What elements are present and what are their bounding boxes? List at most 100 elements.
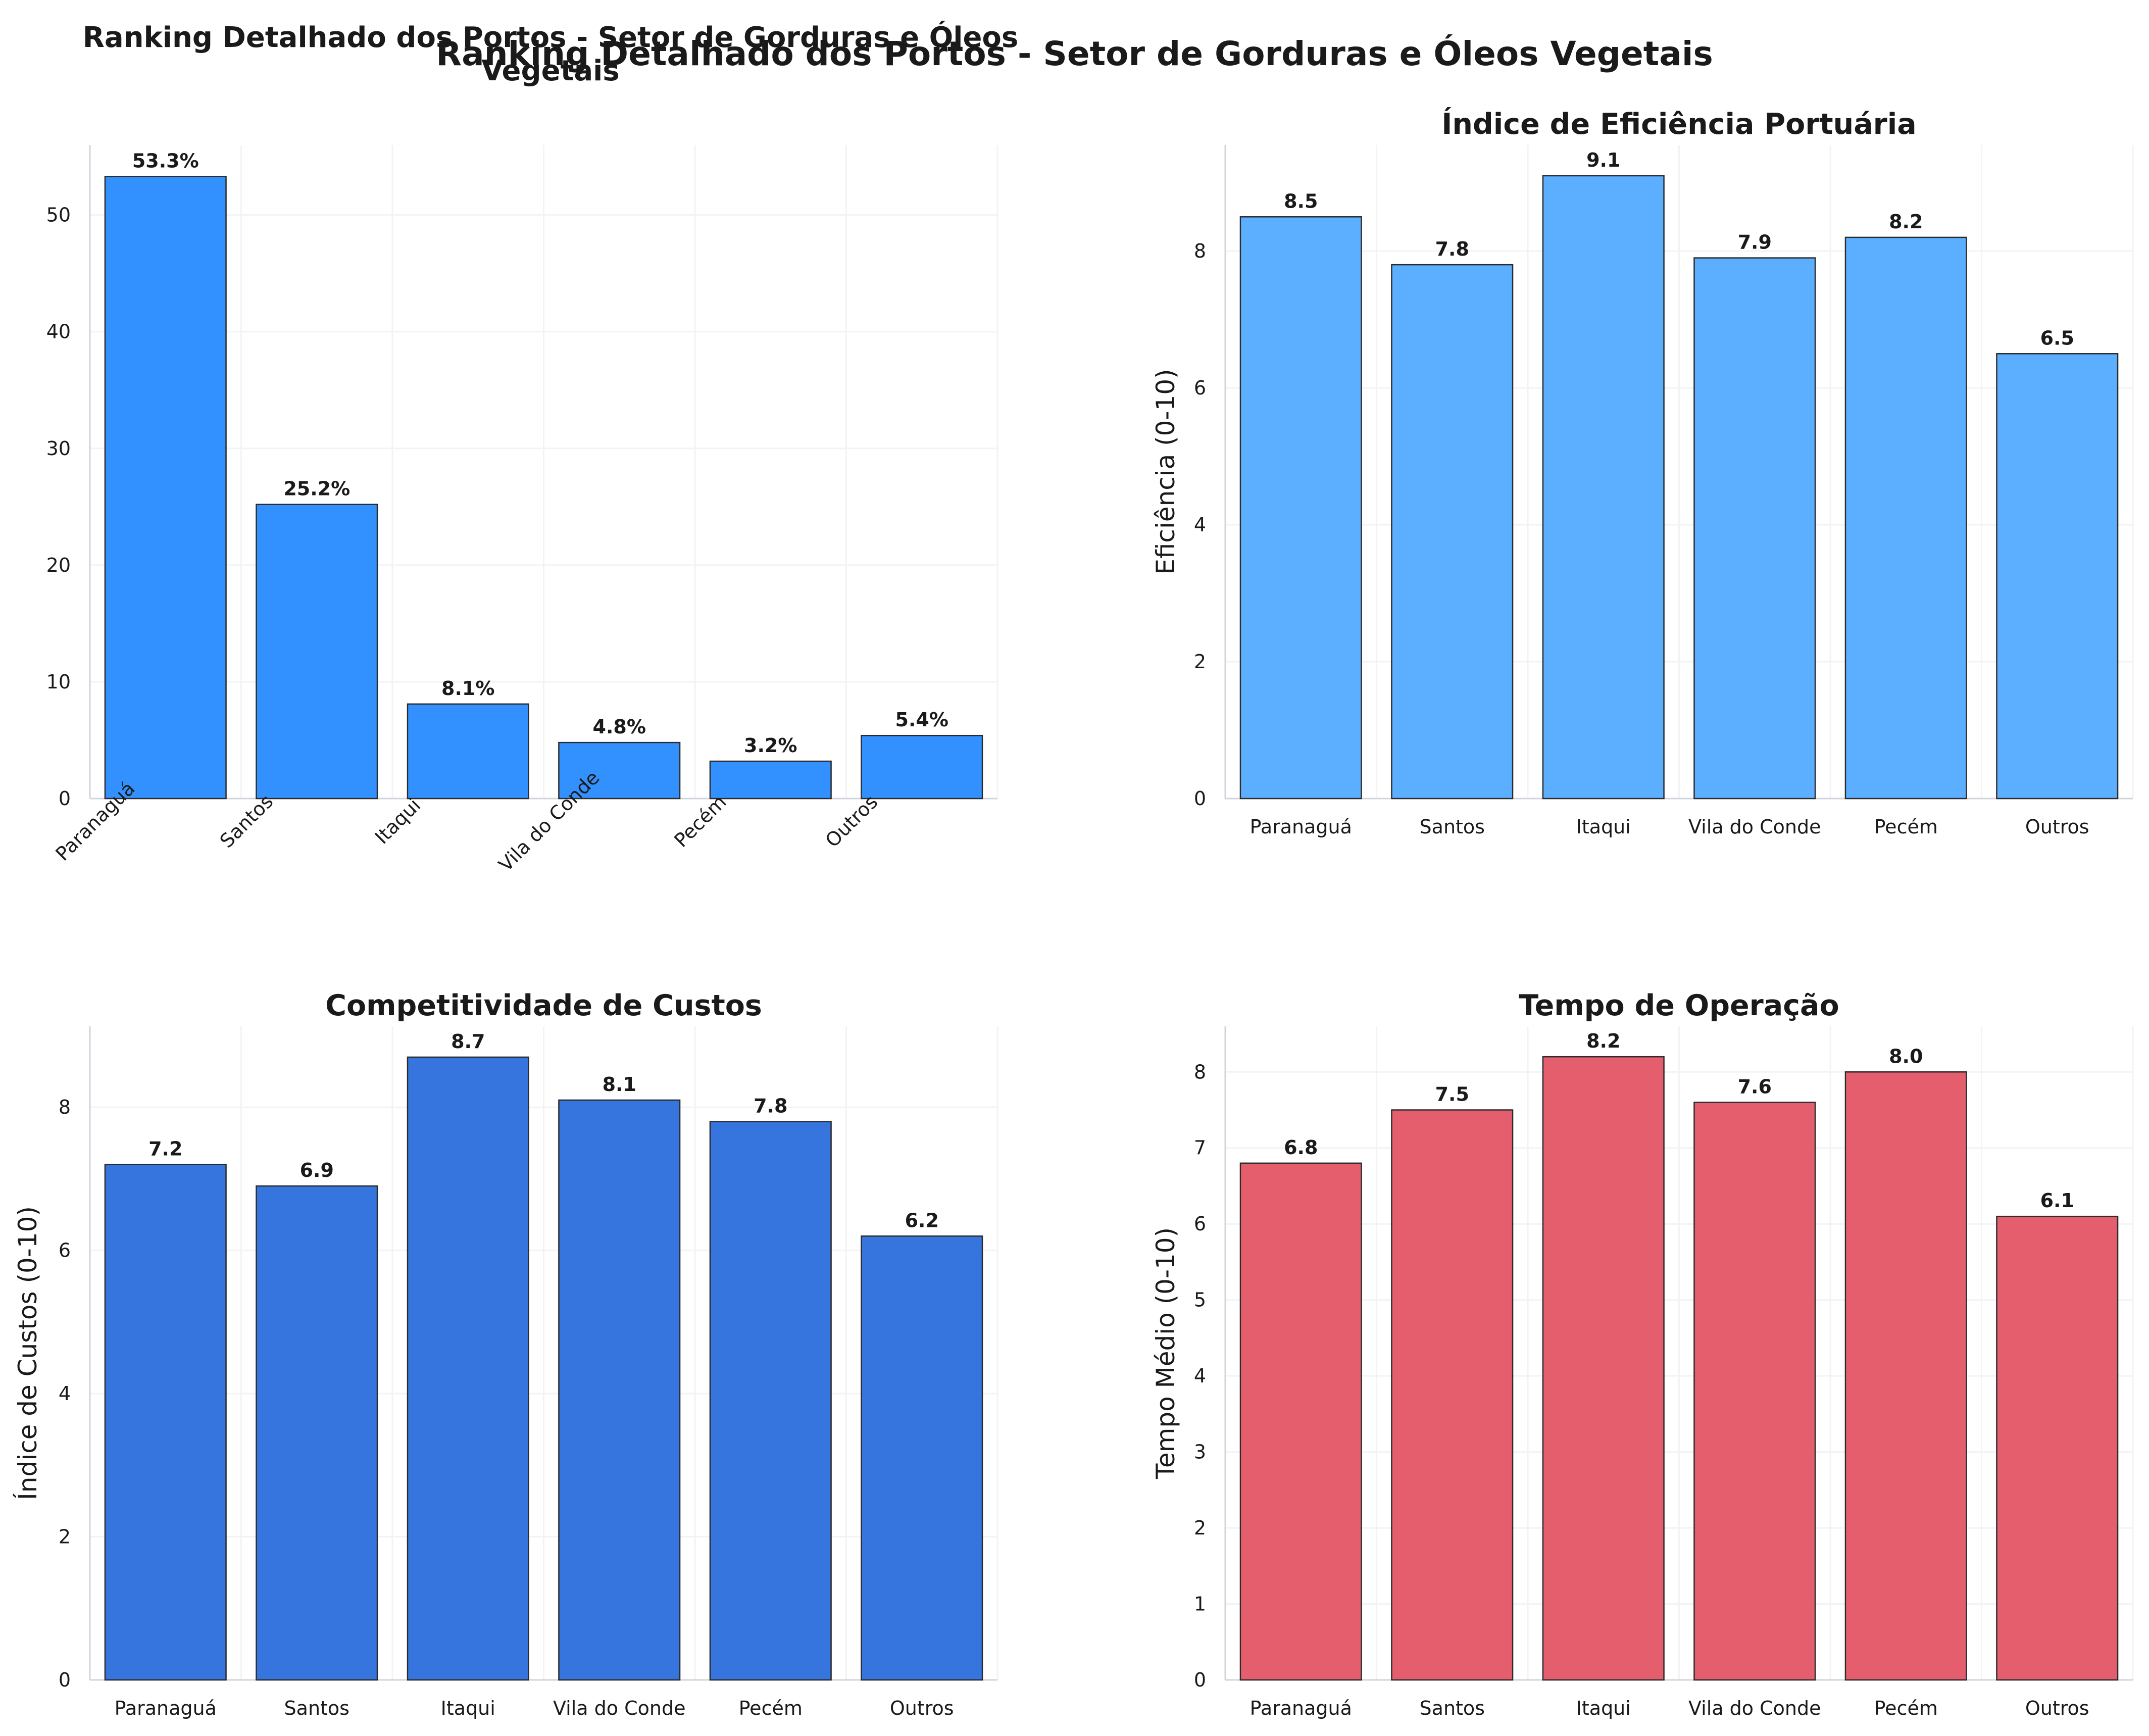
efficiency-value-label-itaqui: 9.1	[1586, 149, 1620, 171]
market-share-value-label-outros: 5.4%	[895, 709, 948, 731]
operation-time-bar-santos	[1391, 1109, 1514, 1681]
market-share-ytick-label: 30	[46, 437, 71, 460]
operation-time-xtick-label-vila-do-conde: Vila do Conde	[1688, 1697, 1821, 1719]
costs-bar-paranagua	[104, 1164, 227, 1681]
efficiency-bar-paranagua	[1239, 216, 1362, 800]
costs-value-label-vila-do-conde: 8.1	[603, 1073, 636, 1096]
chart-market-share: 0102030405053.3%Paranaguá25.2%Santos8.1%…	[46, 145, 998, 876]
efficiency-value-label-paranagua: 8.5	[1284, 190, 1318, 212]
costs-title: Competitividade de Custos	[325, 989, 762, 1022]
efficiency-xtick-label-outros: Outros	[2025, 816, 2089, 838]
efficiency-bar-pecem	[1844, 236, 1967, 800]
market-share-ytick-label: 40	[46, 321, 71, 343]
costs-ylabel: Índice de Custos (0-10)	[13, 1206, 42, 1500]
market-share-value-label-itaqui: 8.1%	[441, 677, 494, 700]
efficiency-bar-vila-do-conde	[1693, 257, 1816, 800]
operation-time-value-label-vila-do-conde: 7.6	[1738, 1075, 1772, 1098]
efficiency-ylabel: Eficiência (0-10)	[1151, 369, 1180, 574]
market-share-bar-vila-do-conde	[558, 741, 681, 800]
market-share-value-label-santos: 25.2%	[283, 478, 350, 500]
efficiency-value-label-outros: 6.5	[2040, 327, 2074, 349]
operation-time-title: Tempo de Operação	[1519, 989, 1839, 1022]
market-share-xtick-label-itaqui: Itaqui	[371, 794, 425, 849]
market-share-ytick-label: 0	[59, 787, 71, 810]
costs-value-label-itaqui: 8.7	[451, 1030, 485, 1053]
efficiency-xtick-label-pecem: Pecém	[1874, 816, 1938, 838]
operation-time-ytick-label: 4	[1194, 1365, 1206, 1387]
market-share-bar-paranagua	[104, 176, 227, 800]
costs-bar-itaqui	[407, 1056, 529, 1681]
costs-ytick-label: 8	[59, 1096, 71, 1118]
market-share-bar-itaqui	[407, 703, 529, 800]
chart-cost-competitiveness: 0 2 4 6 8 7.2 Paranaguá 6.9 Santos 8.7 Itaqui 8.1 Vi…	[13, 989, 998, 1719]
operation-time-ytick-label: 1	[1194, 1593, 1206, 1615]
costs-xtick-label-vila-do-conde: Vila do Conde	[553, 1697, 685, 1719]
costs-ytick-label: 6	[59, 1239, 71, 1262]
efficiency-ytick-label: 4	[1194, 514, 1206, 536]
figure-suptitle: Ranking Detalhado dos Portos - Setor de …	[436, 34, 1713, 73]
efficiency-value-label-vila-do-conde: 7.9	[1738, 231, 1772, 254]
operation-time-ytick-label: 5	[1194, 1289, 1206, 1311]
operation-time-value-label-santos: 7.5	[1435, 1083, 1469, 1106]
market-share-grid	[89, 145, 998, 800]
operation-time-xtick-label-itaqui: Itaqui	[1576, 1697, 1631, 1719]
efficiency-ytick-label: 2	[1194, 651, 1206, 673]
market-share-bar-pecem	[709, 760, 832, 800]
market-share-panel-title: Ranking Detalhado dos Portos - Setor de …	[82, 21, 1019, 87]
market-share-xtick-label-outros: Outros	[821, 790, 882, 852]
operation-time-value-label-paranagua: 6.8	[1284, 1136, 1318, 1159]
efficiency-value-label-santos: 7.8	[1435, 238, 1469, 260]
operation-time-bar-outros	[1996, 1215, 2119, 1681]
efficiency-xtick-label-itaqui: Itaqui	[1576, 816, 1631, 838]
market-share-value-label-pecem: 3.2%	[744, 734, 797, 757]
costs-value-label-pecem: 7.8	[754, 1095, 787, 1117]
operation-time-value-label-outros: 6.1	[2040, 1189, 2074, 1212]
efficiency-title: Índice de Eficiência Portuária	[1441, 107, 1917, 141]
market-share-ytick-label: 10	[46, 671, 71, 693]
market-share-value-label-paranagua: 53.3%	[132, 150, 199, 172]
costs-xtick-label-outros: Outros	[890, 1697, 954, 1719]
market-share-ytick-label: 50	[46, 204, 71, 226]
operation-time-ytick-label: 3	[1194, 1441, 1206, 1463]
market-share-xtick-label-pecem: Pecém	[670, 791, 730, 852]
efficiency-xtick-label-santos: Santos	[1420, 816, 1485, 838]
operation-time-bar-paranagua	[1239, 1162, 1362, 1681]
operation-time-xtick-label-paranagua: Paranaguá	[1250, 1697, 1352, 1719]
operation-time-xtick-label-outros: Outros	[2025, 1697, 2089, 1719]
market-share-bar-santos	[256, 504, 378, 800]
efficiency-xtick-label-paranagua: Paranaguá	[1250, 816, 1352, 838]
operation-time-ytick-label: 0	[1194, 1669, 1206, 1691]
efficiency-bar-itaqui	[1542, 175, 1665, 800]
operation-time-ytick-label: 7	[1194, 1137, 1206, 1159]
chart-port-efficiency: 0 2 4 6 8 8.5 Paranaguá 7.8 Santos 9.1 Itaqui 7.9 Vi…	[1151, 107, 2134, 838]
operation-time-bar-itaqui	[1542, 1056, 1665, 1681]
operation-time-value-label-pecem: 8.0	[1889, 1045, 1923, 1067]
costs-xtick-label-pecem: Pecém	[739, 1697, 803, 1719]
costs-ytick-label: 4	[59, 1382, 71, 1405]
chart-operation-time: 0 1 2 3 4 5 6 7 8 6.8 Paranaguá 7.5 Santos 8.2 Itaqui 7…	[1151, 989, 2134, 1719]
market-share-ytick-label: 20	[46, 554, 71, 576]
costs-grid	[89, 1026, 998, 1681]
efficiency-xtick-label-vila-do-conde: Vila do Conde	[1688, 816, 1821, 838]
operation-time-ytick-label: 6	[1194, 1213, 1206, 1235]
costs-value-label-paranagua: 7.2	[148, 1138, 182, 1160]
costs-bar-vila-do-conde	[558, 1099, 681, 1681]
efficiency-ytick-label: 0	[1194, 787, 1206, 810]
operation-time-xtick-label-pecem: Pecém	[1874, 1697, 1938, 1719]
operation-time-bar-pecem	[1844, 1071, 1967, 1681]
market-share-xtick-label-santos: Santos	[216, 790, 278, 852]
operation-time-ytick-label: 2	[1194, 1517, 1206, 1539]
operation-time-value-label-itaqui: 8.2	[1586, 1030, 1620, 1052]
market-share-bar-outros	[861, 734, 983, 800]
operation-time-xtick-label-santos: Santos	[1420, 1697, 1485, 1719]
efficiency-ytick-label: 6	[1194, 377, 1206, 399]
costs-xtick-label-paranagua: Paranaguá	[115, 1697, 217, 1719]
efficiency-bar-outros	[1996, 353, 2119, 800]
costs-value-label-outros: 6.2	[905, 1209, 939, 1231]
efficiency-bar-santos	[1391, 264, 1514, 800]
costs-bar-pecem	[709, 1121, 832, 1681]
costs-ytick-label: 0	[59, 1669, 71, 1691]
efficiency-value-label-pecem: 8.2	[1889, 211, 1923, 233]
costs-xtick-label-santos: Santos	[284, 1697, 349, 1719]
costs-ytick-label: 2	[59, 1526, 71, 1548]
